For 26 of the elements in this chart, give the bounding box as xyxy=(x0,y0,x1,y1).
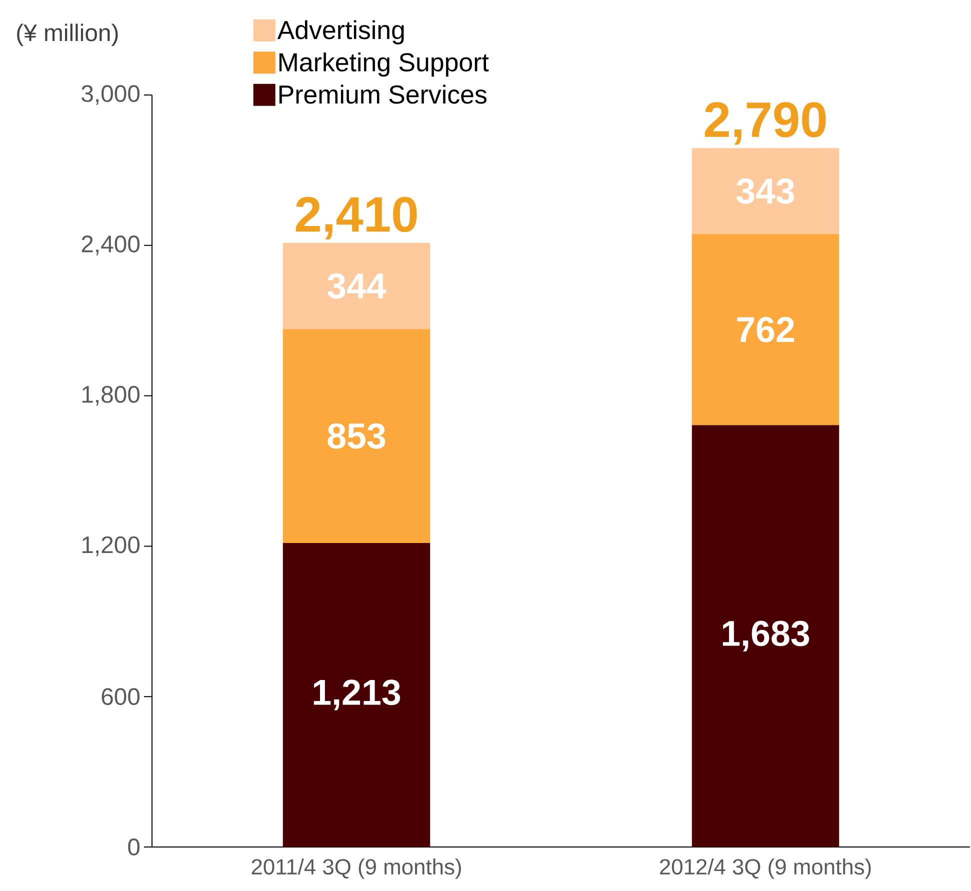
x-tick-label: 2011/4 3Q (9 months) xyxy=(252,858,461,879)
y-tick-label: 1,800 xyxy=(82,386,140,406)
y-tick-label: 600 xyxy=(102,688,140,706)
data-label: 853 xyxy=(328,423,386,449)
y-tick-label: 1,200 xyxy=(82,536,140,556)
bar xyxy=(282,542,430,847)
data-label: 762 xyxy=(737,316,794,342)
total-label: 2,790 xyxy=(704,102,826,145)
data-label: 343 xyxy=(736,178,794,204)
y-axis-title: (¥ million) xyxy=(17,24,118,46)
x-tick-label: 2012/4 3Q (9 months) xyxy=(660,858,871,879)
total-label: 2,410 xyxy=(296,196,417,240)
data-label: 1,683 xyxy=(722,620,810,652)
legend-label: Premium Services xyxy=(279,84,486,104)
y-tick-label: 3,000 xyxy=(82,85,140,105)
bar xyxy=(282,329,430,543)
legend-label: Marketing Support xyxy=(279,52,489,77)
y-tick-label: 2,400 xyxy=(82,236,140,256)
y-tick-label: 0 xyxy=(128,838,140,856)
legend-label: Advertising xyxy=(277,20,404,44)
bar xyxy=(692,234,840,426)
bar xyxy=(282,242,430,330)
bar xyxy=(692,425,840,847)
data-label: 1,213 xyxy=(314,680,400,710)
bar xyxy=(692,148,840,234)
data-label: 344 xyxy=(327,273,386,299)
